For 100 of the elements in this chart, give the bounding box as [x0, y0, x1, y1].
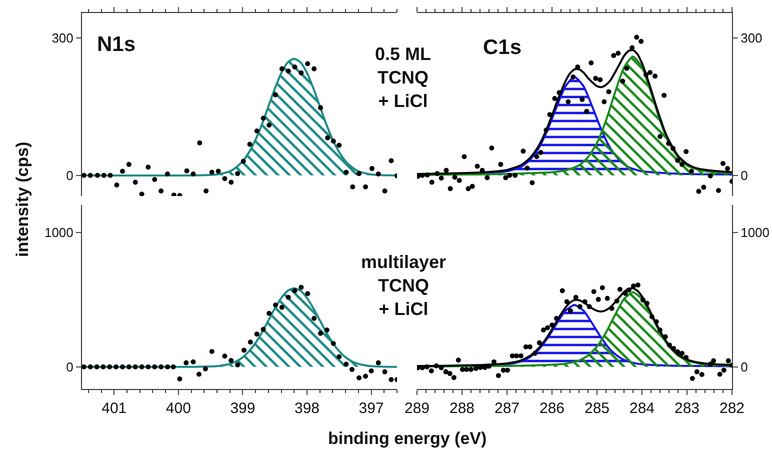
- point: [336, 142, 342, 148]
- point: [286, 68, 291, 74]
- point: [363, 374, 368, 379]
- point: [202, 366, 208, 372]
- point: [235, 362, 240, 368]
- point: [318, 105, 323, 110]
- point: [330, 138, 336, 144]
- point: [216, 168, 221, 174]
- point: [107, 364, 112, 370]
- point: [298, 284, 304, 290]
- point: [88, 172, 93, 178]
- point: [254, 128, 260, 134]
- point: [165, 172, 170, 177]
- y-tick-label: 1000: [44, 225, 74, 240]
- point: [248, 340, 253, 345]
- x-tick-label: 401: [102, 400, 127, 417]
- annotation: multilayer TCNQ + LiCl: [361, 252, 446, 319]
- point: [126, 162, 132, 167]
- point: [120, 168, 125, 174]
- point: [165, 364, 170, 370]
- point: [196, 372, 202, 377]
- point: [158, 188, 164, 194]
- point: [132, 364, 138, 370]
- point: [228, 180, 234, 185]
- x-tick-label: 283: [674, 400, 700, 417]
- point: [254, 332, 260, 337]
- annotation: N1s: [97, 33, 136, 56]
- point: [222, 354, 228, 359]
- point: [369, 166, 374, 172]
- point: [146, 164, 151, 170]
- point: [152, 364, 158, 370]
- point: [184, 360, 189, 366]
- point: [209, 170, 214, 175]
- point: [247, 142, 252, 147]
- x-tick-label: 282: [719, 400, 745, 417]
- point: [235, 171, 240, 176]
- point: [312, 316, 317, 321]
- point: [305, 61, 310, 66]
- point: [209, 349, 214, 354]
- point: [382, 369, 388, 374]
- point: [388, 377, 394, 382]
- point: [273, 92, 278, 98]
- x-tick-label: 284: [629, 400, 655, 417]
- point: [312, 66, 317, 72]
- point: [336, 354, 342, 360]
- x-tick-label: 397: [358, 400, 384, 417]
- y-tick-label: 0: [740, 359, 748, 374]
- point: [190, 172, 196, 177]
- x-tick-label: 285: [584, 400, 610, 417]
- x-tick-label: 287: [494, 400, 520, 417]
- point: [368, 368, 374, 374]
- point: [376, 360, 381, 366]
- point: [330, 340, 336, 346]
- point: [94, 172, 100, 178]
- point: [177, 376, 182, 382]
- point: [260, 116, 266, 121]
- point: [100, 364, 106, 370]
- point: [82, 172, 86, 178]
- point: [318, 330, 323, 336]
- y-tick-label: 0: [740, 168, 748, 183]
- point: [279, 66, 284, 72]
- point: [152, 177, 158, 182]
- x-tick-label: 288: [449, 400, 475, 417]
- x-tick-label: 289: [404, 400, 430, 417]
- point: [242, 348, 246, 353]
- point: [344, 170, 349, 175]
- point: [94, 364, 100, 370]
- point: [170, 364, 176, 370]
- point: [344, 362, 349, 367]
- point: [324, 328, 330, 333]
- point: [292, 288, 298, 294]
- point: [376, 172, 381, 177]
- annotation: 0.5 ML TCNQ + LiCl: [375, 44, 432, 111]
- point: [88, 364, 93, 370]
- point: [146, 364, 151, 370]
- point: [298, 70, 304, 76]
- point: [120, 364, 125, 370]
- point: [356, 171, 362, 176]
- point: [158, 364, 164, 370]
- point: [382, 188, 388, 194]
- point: [108, 172, 113, 178]
- point: [240, 158, 246, 164]
- point: [350, 367, 354, 372]
- point: [101, 172, 106, 178]
- point: [356, 375, 362, 380]
- point: [126, 364, 132, 370]
- point: [139, 192, 144, 196]
- x-axis-title: binding energy (eV): [328, 429, 487, 448]
- point: [350, 184, 356, 190]
- point: [273, 302, 278, 308]
- point: [139, 364, 144, 370]
- x-tick-label: 399: [230, 400, 256, 417]
- point: [305, 291, 310, 296]
- point: [363, 184, 368, 190]
- point: [82, 364, 86, 370]
- point: [260, 326, 266, 332]
- point: [286, 294, 291, 300]
- point: [114, 182, 120, 188]
- y-tick-label: 1000: [740, 225, 770, 240]
- point: [132, 180, 138, 185]
